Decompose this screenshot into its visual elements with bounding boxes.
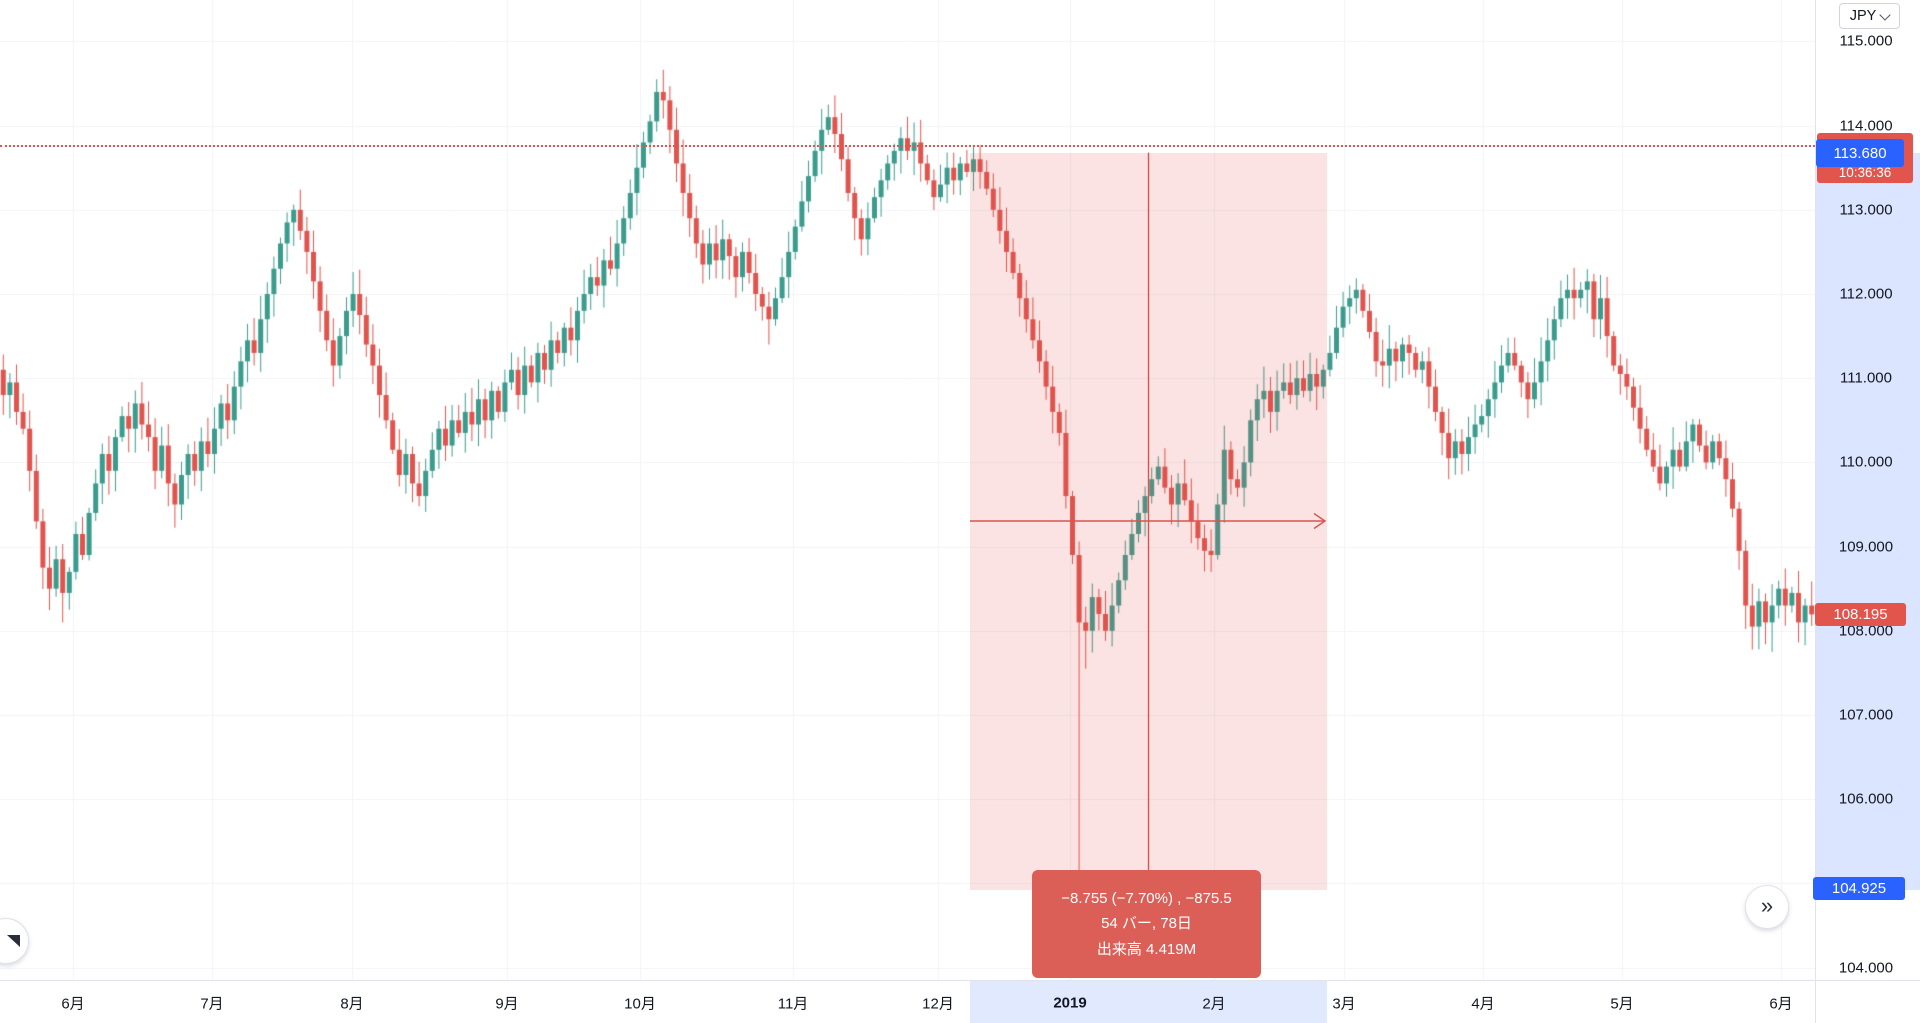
price-axis-label: 110.000	[1839, 453, 1893, 471]
time-axis-label: 8月	[340, 995, 364, 1012]
bar-countdown-text: 10:36:36	[1838, 165, 1892, 180]
measure-bars-text: 54 バー, 78日	[1101, 914, 1192, 932]
go-to-latest-bar-button[interactable]: »	[1745, 885, 1789, 929]
price-axis-label: 114.000	[1839, 117, 1893, 135]
time-axis-label: 4月	[1471, 995, 1495, 1012]
time-axis-label: 5月	[1610, 995, 1634, 1012]
time-axis-label: 12月	[922, 995, 954, 1012]
price-axis-label: 113.000	[1839, 201, 1893, 219]
time-axis-label: 11月	[777, 995, 809, 1012]
axis-corner-divider	[1815, 981, 1816, 1023]
price-axis-label: 112.000	[1839, 285, 1893, 303]
price-axis-label: 108.000	[1838, 622, 1894, 640]
time-axis[interactable]: 6月 7月 8月 9月 10月 11月 12月 2019 2月 3月 4月 5月 6月	[0, 980, 1920, 1023]
candlestick-chart-canvas[interactable]	[0, 0, 1815, 980]
measure-start-price-label: 113.680	[1816, 139, 1904, 167]
current-price-dotted-line	[0, 145, 1815, 147]
price-axis-measure-highlight	[1816, 152, 1920, 890]
time-axis-label: 6月	[1769, 995, 1793, 1012]
time-axis-label: 10月	[624, 995, 656, 1012]
time-axis-label: 3月	[1332, 995, 1356, 1012]
price-axis-label: 115.000	[1839, 32, 1893, 50]
time-axis-label: 2月	[1202, 995, 1226, 1012]
measure-area[interactable]	[970, 152, 1327, 890]
price-axis-label: 107.000	[1838, 706, 1894, 724]
time-axis-measure-highlight	[970, 981, 1327, 1023]
currency-dropdown[interactable]: JPY	[1839, 3, 1900, 29]
measure-tooltip: −8.755 (−7.70%) , −875.5 54 バー, 78日 出来高 …	[1032, 870, 1261, 978]
double-chevron-right-icon: »	[1760, 893, 1774, 918]
price-axis-label: 109.000	[1838, 538, 1894, 556]
price-axis-label: 111.000	[1840, 369, 1892, 387]
measure-volume-text: 出来高 4.419M	[1096, 940, 1197, 958]
chevron-down-icon	[1879, 8, 1891, 21]
time-axis-label: 7月	[200, 995, 224, 1012]
time-axis-label: 6月	[61, 995, 85, 1012]
price-axis-label: 104.000	[1838, 959, 1894, 977]
triangle-icon	[6, 935, 20, 947]
last-price-label: 108.195	[1815, 603, 1906, 626]
price-axis-label: 106.000	[1838, 790, 1894, 808]
time-axis-label: 9月	[495, 995, 519, 1012]
time-axis-label: 2019	[1053, 994, 1087, 1011]
measure-change-text: −8.755 (−7.70%) , −875.5	[1061, 889, 1232, 907]
measure-end-price-label: 104.925	[1813, 877, 1905, 900]
